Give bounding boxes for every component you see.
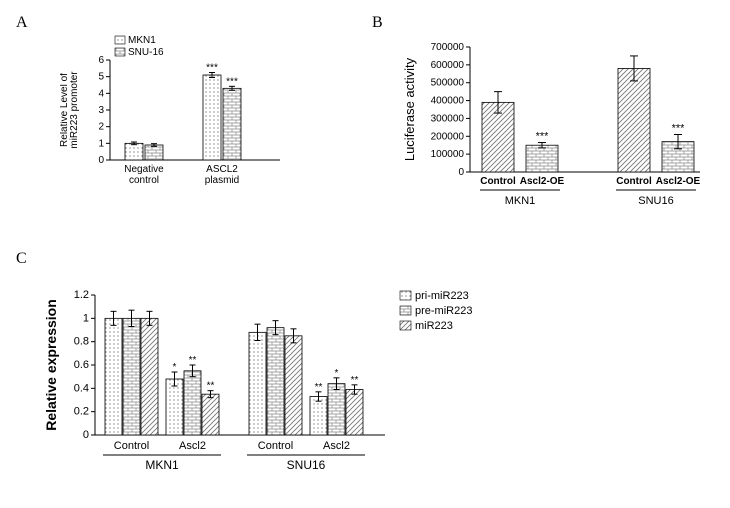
svg-text:*: * bbox=[173, 362, 177, 373]
svg-text:control: control bbox=[129, 175, 159, 186]
svg-text:Luciferase activity: Luciferase activity bbox=[402, 57, 417, 161]
svg-text:2: 2 bbox=[98, 122, 104, 133]
svg-text:**: ** bbox=[315, 382, 323, 393]
svg-text:Relative expression: Relative expression bbox=[43, 299, 59, 431]
svg-text:Negative: Negative bbox=[124, 164, 164, 175]
svg-text:Control: Control bbox=[480, 176, 516, 187]
svg-text:MKN1: MKN1 bbox=[145, 458, 179, 472]
svg-text:Control: Control bbox=[114, 440, 149, 452]
panel-b-chart: 0 100000 200000 300000 400000 500000 600000 700… bbox=[400, 22, 720, 227]
svg-text:pri-miR223: pri-miR223 bbox=[415, 290, 469, 302]
svg-text:6: 6 bbox=[98, 55, 104, 66]
svg-text:***: *** bbox=[536, 131, 550, 143]
svg-text:100000: 100000 bbox=[431, 149, 465, 160]
svg-text:400000: 400000 bbox=[431, 96, 465, 107]
svg-text:0: 0 bbox=[458, 167, 464, 178]
svg-text:4: 4 bbox=[98, 88, 104, 99]
svg-text:***: *** bbox=[206, 63, 218, 74]
svg-text:Ascl2: Ascl2 bbox=[323, 440, 350, 452]
svg-text:0: 0 bbox=[83, 429, 89, 441]
svg-text:miR223: miR223 bbox=[415, 320, 453, 332]
svg-text:pre-miR223: pre-miR223 bbox=[415, 305, 472, 317]
panel-a-label: A bbox=[16, 14, 28, 32]
svg-text:3: 3 bbox=[98, 105, 104, 116]
svg-text:0: 0 bbox=[98, 155, 104, 166]
svg-text:***: *** bbox=[226, 76, 238, 87]
svg-text:plasmid: plasmid bbox=[205, 175, 239, 186]
figure-root: A B C 0 1 2 3 4 5 6 Relative Level ofmiR223 pro… bbox=[10, 10, 720, 498]
svg-text:SNU16: SNU16 bbox=[638, 195, 673, 207]
svg-text:Ascl2-OE: Ascl2-OE bbox=[656, 176, 701, 187]
panel-b-label: B bbox=[372, 14, 383, 32]
svg-text:SNU-16: SNU-16 bbox=[128, 47, 164, 58]
svg-text:1: 1 bbox=[98, 138, 104, 149]
svg-text:***: *** bbox=[672, 123, 686, 135]
svg-text:0.2: 0.2 bbox=[74, 406, 89, 418]
svg-text:200000: 200000 bbox=[431, 131, 465, 142]
svg-text:5: 5 bbox=[98, 72, 104, 83]
svg-text:700000: 700000 bbox=[431, 42, 465, 53]
svg-text:0.6: 0.6 bbox=[74, 359, 89, 371]
svg-text:ASCL2: ASCL2 bbox=[206, 164, 238, 175]
panel-a-chart: 0 1 2 3 4 5 6 Relative Level ofmiR223 promoter *… bbox=[60, 30, 320, 220]
svg-text:MKN1: MKN1 bbox=[505, 195, 536, 207]
svg-text:Ascl2: Ascl2 bbox=[179, 440, 206, 452]
svg-text:0.8: 0.8 bbox=[74, 336, 89, 348]
svg-text:MKN1: MKN1 bbox=[128, 35, 156, 46]
svg-text:**: ** bbox=[189, 355, 197, 366]
svg-text:1.2: 1.2 bbox=[74, 289, 89, 301]
svg-text:500000: 500000 bbox=[431, 78, 465, 89]
svg-text:*: * bbox=[335, 368, 339, 379]
svg-text:600000: 600000 bbox=[431, 60, 465, 71]
svg-text:Control: Control bbox=[258, 440, 293, 452]
svg-text:SNU16: SNU16 bbox=[287, 458, 326, 472]
panel-c-label: C bbox=[16, 250, 27, 268]
svg-text:**: ** bbox=[351, 375, 359, 386]
svg-text:Ascl2-OE: Ascl2-OE bbox=[520, 176, 565, 187]
svg-text:**: ** bbox=[207, 381, 215, 392]
svg-text:Control: Control bbox=[616, 176, 652, 187]
svg-text:Relative Level ofmiR223 promot: Relative Level ofmiR223 promoter bbox=[60, 71, 80, 149]
panel-c-chart: 00.20.40.60.811.2Relative expression****… bbox=[40, 270, 520, 495]
svg-text:300000: 300000 bbox=[431, 113, 465, 124]
svg-text:1: 1 bbox=[83, 312, 89, 324]
svg-text:0.4: 0.4 bbox=[74, 382, 89, 394]
